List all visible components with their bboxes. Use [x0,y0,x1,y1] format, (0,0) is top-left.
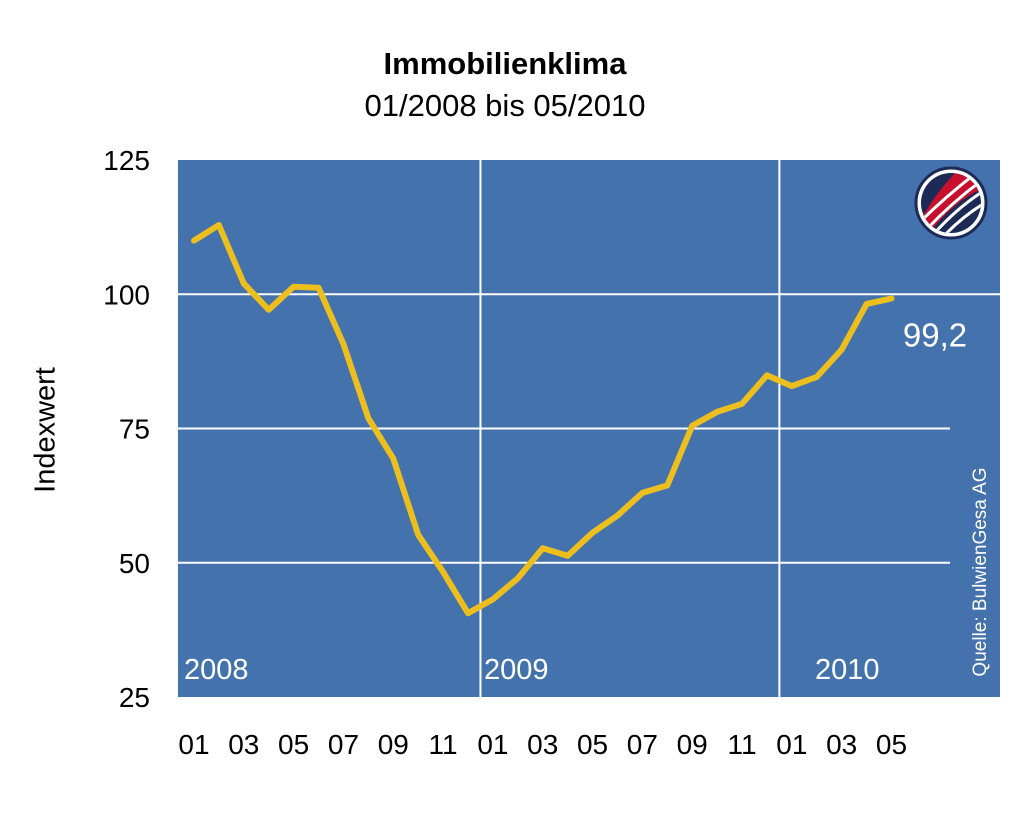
x-tick-label: 03 [527,729,558,760]
year-label: 2010 [815,654,880,686]
source-label: Quelle: BulwienGesa AG [970,467,991,676]
x-tick-label: 05 [278,729,309,760]
year-label: 2009 [484,654,549,686]
x-tick-label: 01 [477,729,508,760]
chart-subtitle: 01/2008 bis 05/2010 [364,88,646,123]
bulwiengesa-logo-icon [914,166,988,240]
x-tick-label: 05 [876,729,907,760]
x-tick-label: 01 [776,729,807,760]
y-tick-label: 75 [119,414,150,445]
end-value-label: 99,2 [903,317,967,354]
x-tick-label: 07 [328,729,359,760]
y-tick-label: 125 [103,145,150,176]
x-tick-label: 11 [429,729,458,760]
y-tick-label: 100 [103,279,150,310]
x-tick-label: 03 [228,729,259,760]
x-tick-label: 03 [826,729,857,760]
series-line [191,222,895,617]
chart-title: Immobilienklima [383,46,627,81]
x-tick-label: 01 [178,729,209,760]
x-tick-label: 09 [677,729,708,760]
year-label: 2008 [184,654,249,686]
x-tick-label: 09 [378,729,409,760]
x-tick-label: 05 [577,729,608,760]
y-tick-label: 50 [119,548,150,579]
x-tick-label: 11 [727,729,756,760]
y-tick-label: 25 [119,682,150,713]
x-tick-label: 07 [627,729,658,760]
